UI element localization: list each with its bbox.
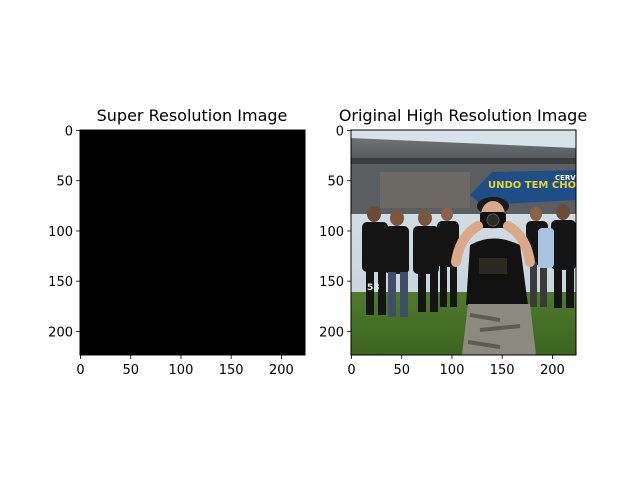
super-resolution-panel: Super Resolution Image 0 50 100 150 200 0 50 10…: [48, 106, 306, 378]
y-tick-label: 0: [65, 125, 73, 140]
x-tick-label: 100: [440, 363, 465, 378]
y-tick-label: 100: [319, 225, 344, 240]
x-tick-label: 150: [490, 363, 515, 378]
x-tick-label: 150: [219, 363, 244, 378]
y-tick-label: 200: [48, 325, 73, 340]
x-tick-label: 200: [540, 363, 565, 378]
original-hr-axes: 0 50 100 150 200 0 50 100 150 200: [319, 125, 565, 378]
y-tick-label: 50: [327, 175, 344, 190]
x-tick-label: 100: [169, 363, 194, 378]
photo-jersey-text: 53: [367, 283, 380, 293]
y-tick-label: 200: [319, 325, 344, 340]
x-tick-label: 50: [393, 363, 410, 378]
photo-sign-text: CERV PURA: [555, 174, 600, 182]
y-tick-label: 0: [336, 125, 344, 140]
y-tick-label: 150: [319, 275, 344, 290]
original-hr-photo: UNDO TEM CHOPP CERV PURA: [351, 130, 600, 355]
x-tick-label: 0: [76, 363, 84, 378]
original-hr-frame: [350, 129, 577, 356]
photo-banner-text: UNDO TEM CHOPP: [488, 180, 591, 191]
x-tick-label: 50: [122, 363, 139, 378]
x-tick-label: 200: [269, 363, 294, 378]
y-tick-label: 100: [48, 225, 73, 240]
super-resolution-image: [80, 130, 305, 355]
super-resolution-axes: 0 50 100 150 200 0 50 100 150 200: [48, 125, 294, 378]
original-hr-title: Original High Resolution Image: [339, 106, 587, 125]
x-tick-label: 0: [347, 363, 355, 378]
original-hr-panel: Original High Resolution Image UNDO TEM …: [319, 106, 600, 378]
y-tick-label: 150: [48, 275, 73, 290]
super-resolution-title: Super Resolution Image: [97, 106, 288, 125]
y-tick-label: 50: [56, 175, 73, 190]
super-resolution-frame: [79, 129, 306, 356]
